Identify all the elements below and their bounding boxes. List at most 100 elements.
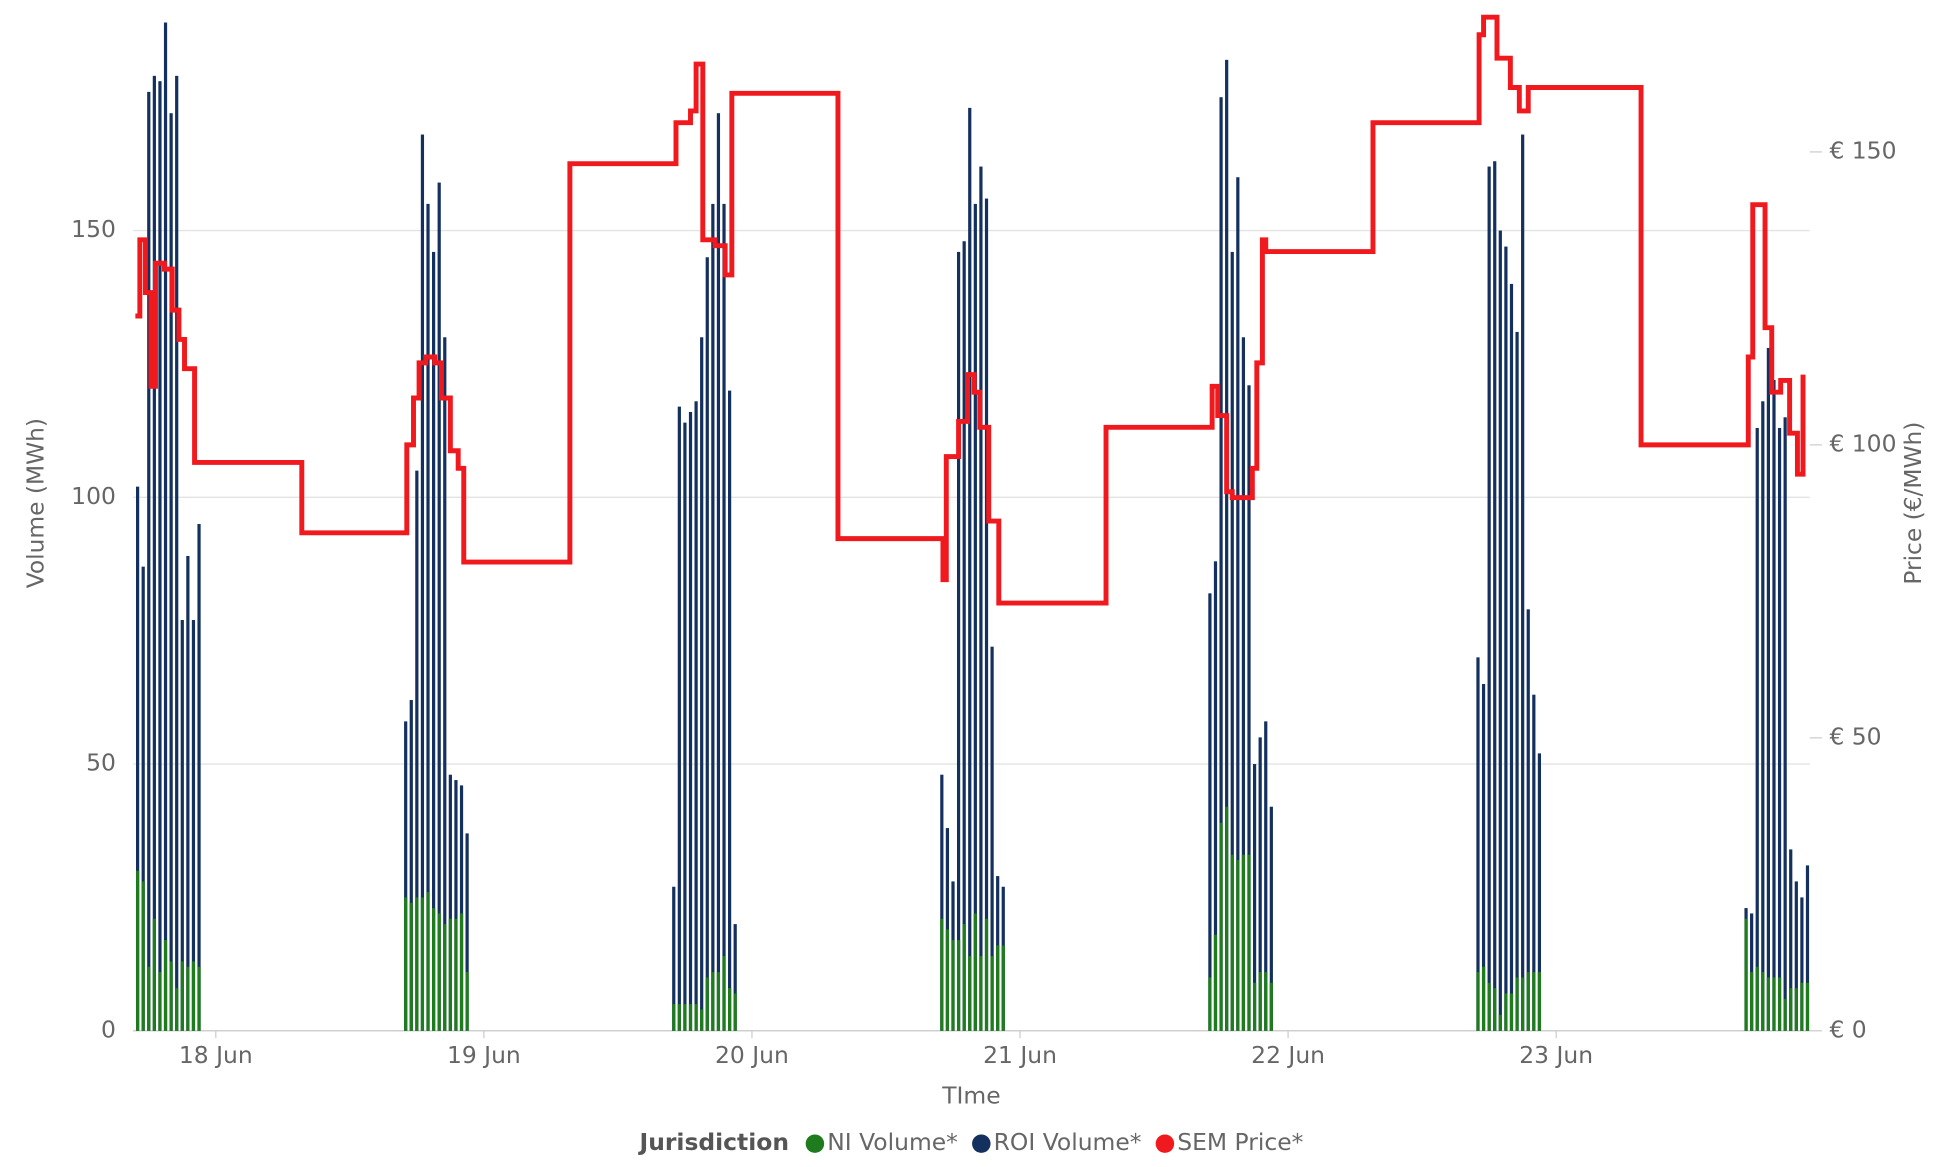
bar — [956, 251, 961, 1031]
bar — [1247, 854, 1251, 1031]
bar — [1783, 998, 1787, 1031]
bar — [688, 411, 693, 1031]
bar — [163, 940, 168, 1031]
bar — [996, 945, 1000, 1031]
bar — [1225, 59, 1229, 1031]
bar — [1744, 918, 1748, 1031]
x-tick-label: 18 Jun — [179, 1041, 253, 1069]
bar — [448, 918, 452, 1031]
bar — [1225, 806, 1229, 1031]
bar — [404, 897, 408, 1031]
bar — [409, 700, 413, 1031]
bar — [1258, 737, 1262, 1031]
legend: Jurisdiction NI Volume* ROI Volume* SEM Pri… — [637, 1128, 1303, 1156]
bar — [1487, 982, 1491, 1031]
bar — [448, 774, 452, 1031]
bar — [1230, 251, 1234, 1031]
bar — [1789, 988, 1793, 1031]
bar — [1230, 854, 1234, 1031]
bar — [191, 961, 196, 1031]
bar — [1241, 337, 1246, 1031]
bar — [1755, 966, 1759, 1031]
legend-label[interactable]: SEM Price* — [1177, 1128, 1303, 1156]
bar — [962, 241, 966, 1031]
bar — [1777, 977, 1782, 1031]
legend-swatch — [972, 1134, 991, 1153]
bar — [1213, 561, 1218, 1031]
bar — [1504, 246, 1508, 1031]
y2-axis-title: Price (€/MWh) — [1899, 422, 1927, 585]
bar — [1476, 972, 1480, 1031]
bar — [415, 897, 419, 1031]
bar — [1532, 694, 1536, 1031]
y2-tick-label: € 150 — [1829, 136, 1896, 164]
bar — [722, 203, 726, 1031]
bar — [1761, 972, 1765, 1031]
y-tick-label: 50 — [86, 749, 116, 777]
y2-tick-label: € 50 — [1829, 722, 1881, 750]
bar — [197, 523, 201, 1031]
bar — [465, 972, 469, 1031]
bar — [147, 966, 151, 1031]
bar — [1001, 945, 1005, 1031]
bar — [1777, 427, 1782, 1031]
bar — [437, 182, 441, 1031]
bar — [945, 929, 950, 1031]
x-tick-label: 19 Jun — [447, 1041, 521, 1069]
bar — [1504, 993, 1508, 1031]
y2-tick-label: € 100 — [1829, 429, 1896, 457]
bar — [1766, 977, 1770, 1031]
bar — [426, 203, 430, 1031]
bar — [1794, 988, 1798, 1031]
bar — [1208, 593, 1212, 1031]
bar — [180, 961, 184, 1031]
bar — [1783, 417, 1787, 1031]
bar — [1487, 166, 1491, 1031]
bar — [990, 956, 994, 1031]
y-tick-label: 100 — [71, 482, 116, 510]
bar — [984, 198, 989, 1031]
bar — [1537, 753, 1542, 1031]
bar — [158, 972, 162, 1031]
bar — [694, 401, 698, 1031]
bar — [147, 91, 151, 1031]
bar — [733, 924, 737, 1031]
bar — [136, 486, 140, 1031]
bar — [1236, 860, 1240, 1031]
bar — [1509, 283, 1514, 1031]
bar — [459, 785, 464, 1031]
bar — [733, 993, 737, 1031]
bar — [409, 902, 413, 1031]
bar — [432, 908, 436, 1031]
bar — [454, 918, 458, 1031]
bar — [672, 1004, 676, 1031]
bar — [1772, 977, 1776, 1031]
bar — [1208, 977, 1212, 1031]
bar — [979, 166, 983, 1031]
bar — [1805, 982, 1810, 1031]
bar — [990, 646, 994, 1031]
bar — [163, 22, 168, 1031]
bar — [1241, 854, 1246, 1031]
bar — [1493, 161, 1497, 1031]
bar — [1498, 1014, 1502, 1031]
bar — [1532, 972, 1536, 1031]
bar — [1481, 966, 1486, 1031]
bar — [705, 257, 709, 1031]
bar — [962, 924, 966, 1031]
bar — [1493, 988, 1497, 1031]
bar — [1269, 806, 1273, 1031]
bar — [169, 113, 173, 1031]
legend-label[interactable]: NI Volume* — [827, 1128, 958, 1156]
bar — [1750, 972, 1754, 1031]
bar — [984, 918, 989, 1031]
legend-label[interactable]: ROI Volume* — [994, 1128, 1142, 1156]
bar — [437, 913, 441, 1031]
bar — [1247, 385, 1251, 1031]
bar — [711, 203, 715, 1031]
bar — [1537, 972, 1542, 1031]
bar — [940, 918, 944, 1031]
bar — [700, 1009, 704, 1031]
bar — [1236, 177, 1240, 1031]
